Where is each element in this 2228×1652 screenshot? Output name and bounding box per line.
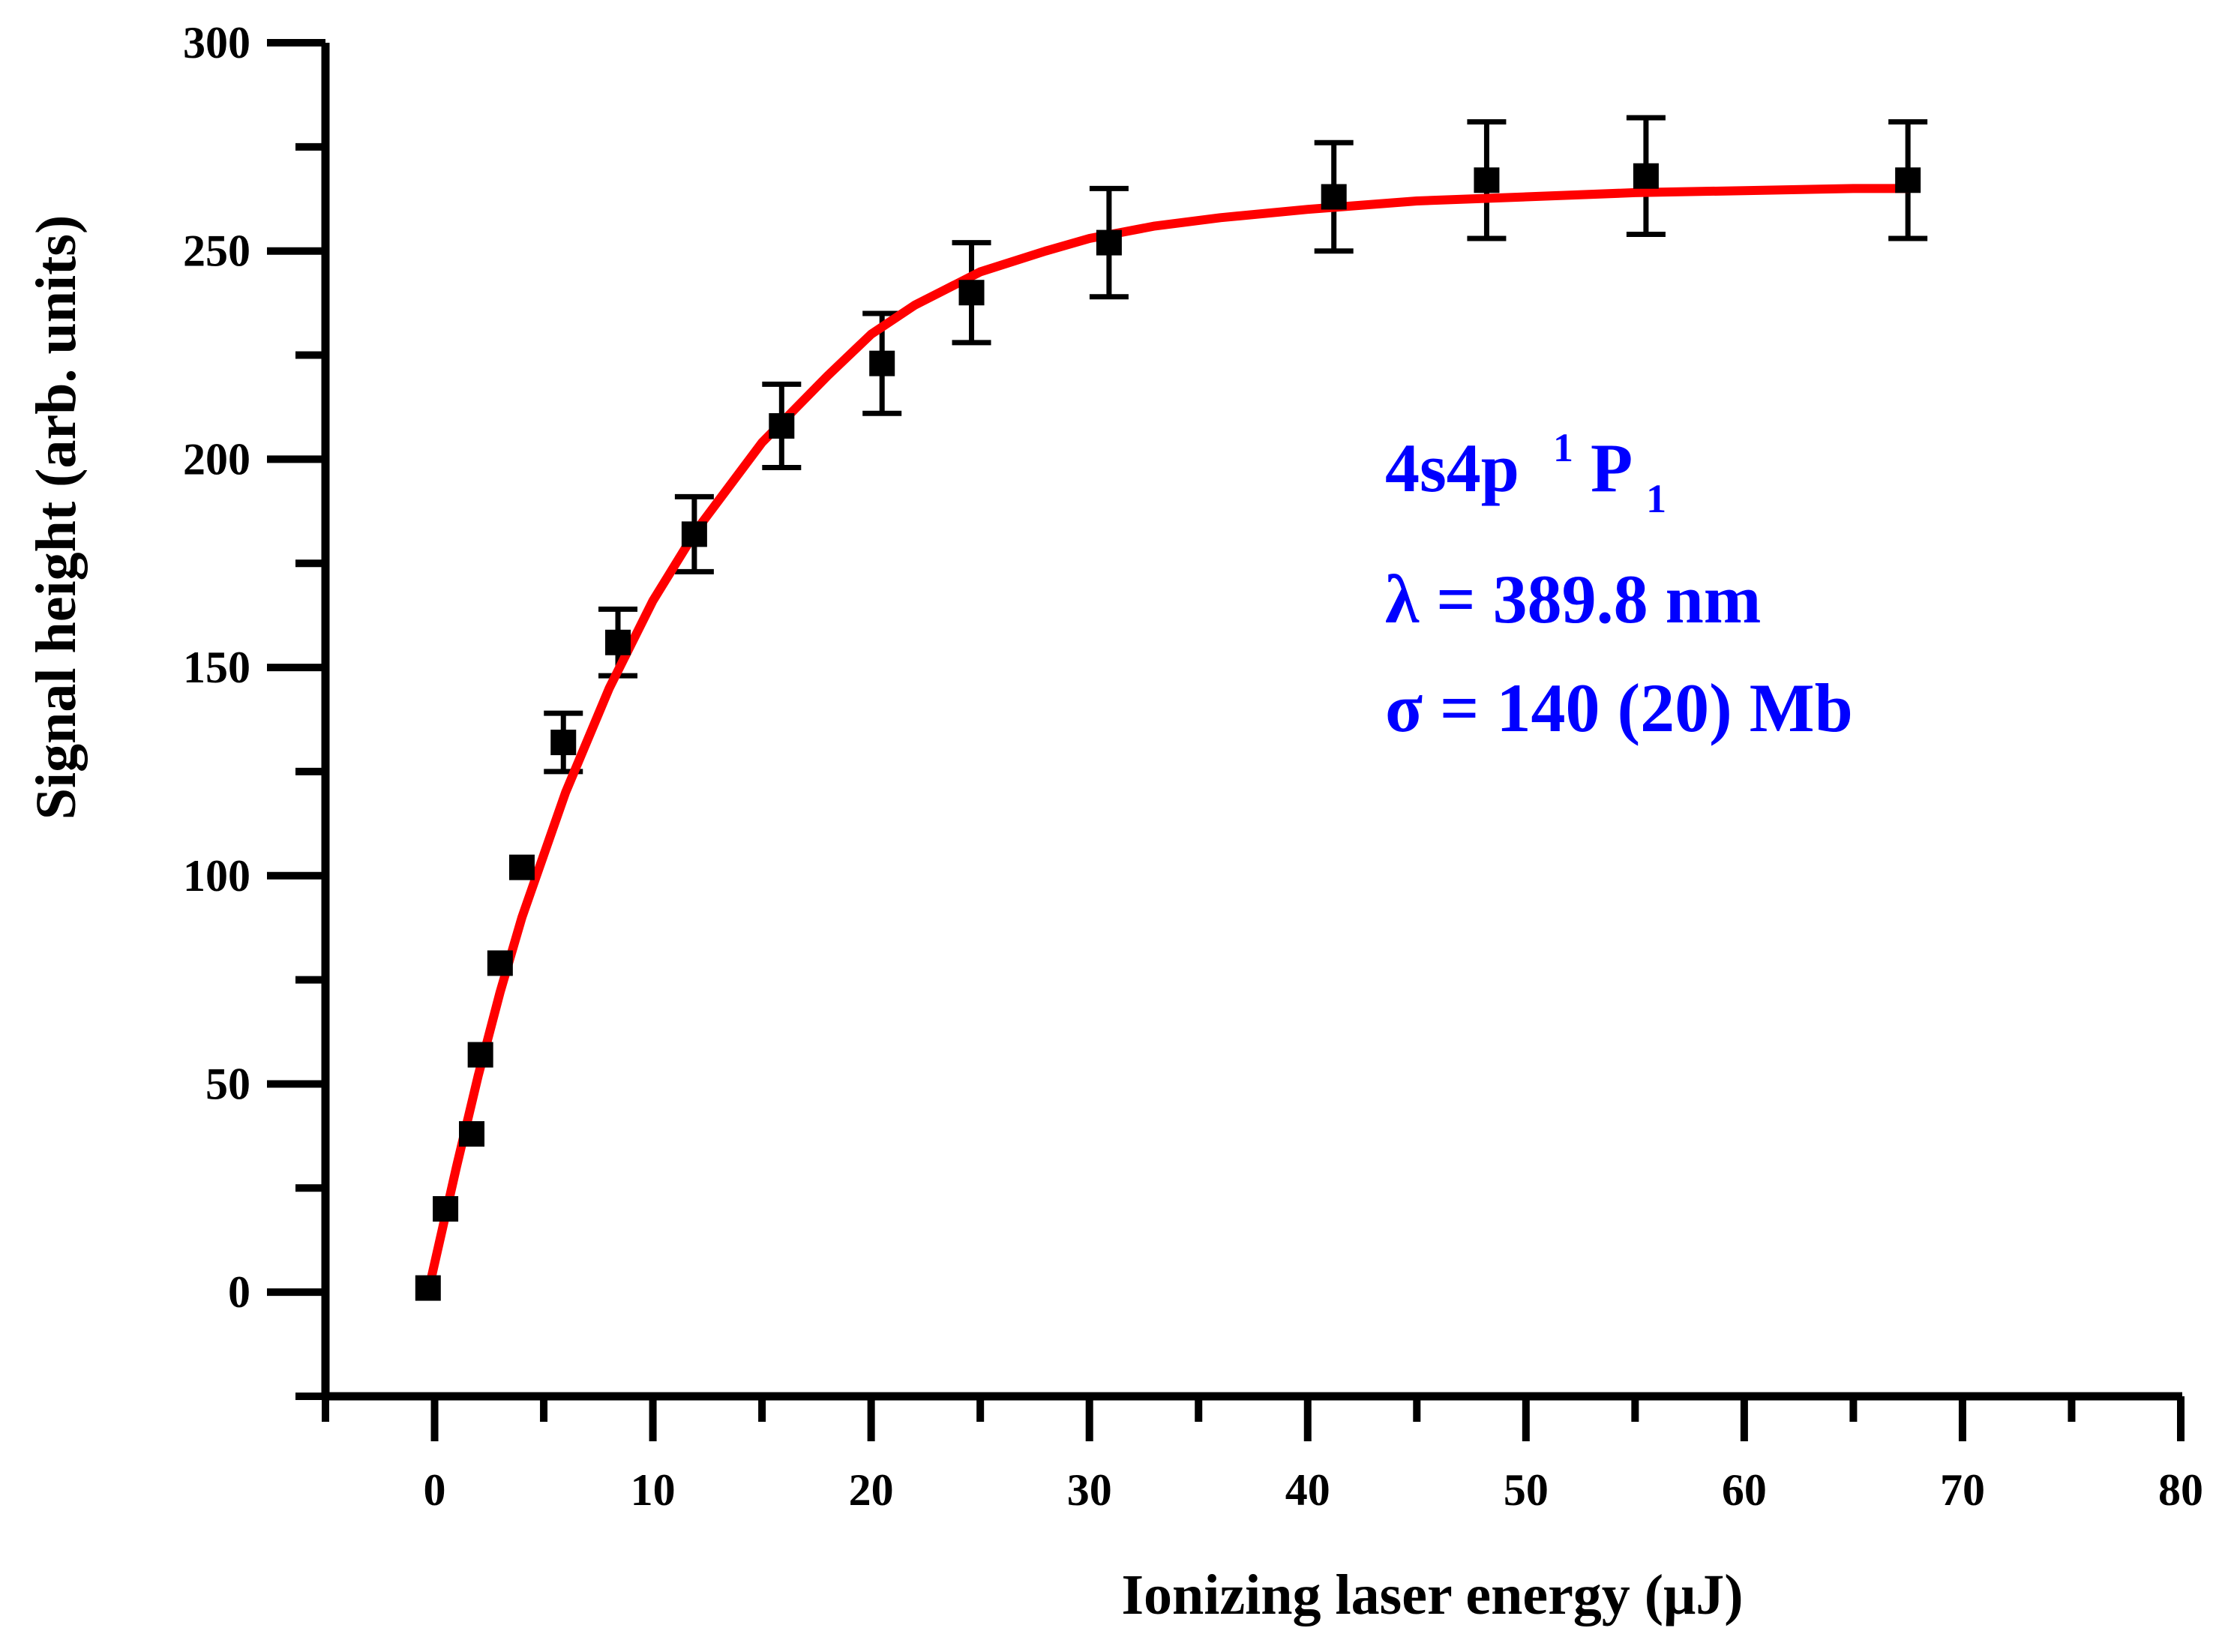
annotation-block: 4s4p 1 P 1 λ = 389.8 nm σ = 140 (20) Mb xyxy=(1385,400,1853,746)
data-point xyxy=(1895,167,1921,193)
data-point xyxy=(467,1042,493,1068)
annotation-term-subscript: 1 xyxy=(1646,476,1666,521)
y-tick-label: 200 xyxy=(183,434,250,484)
annotation-wavelength: λ = 389.8 nm xyxy=(1385,561,1761,637)
data-point xyxy=(769,412,795,439)
x-axis-title: Ionizing laser energy (μJ) xyxy=(1121,1564,1743,1627)
annotation-term-superscript: 1 xyxy=(1553,425,1573,470)
data-point xyxy=(1474,167,1500,193)
y-tick-label: 100 xyxy=(183,851,250,901)
data-point xyxy=(433,1196,459,1222)
annotation-state: 4s4p 1 P 1 xyxy=(1385,400,1666,521)
x-tick-label: 0 xyxy=(424,1465,446,1515)
y-tick-label: 250 xyxy=(183,226,250,276)
data-points xyxy=(415,163,1921,1301)
data-point xyxy=(1321,184,1347,210)
annotation-cross-section: σ = 140 (20) Mb xyxy=(1385,670,1853,746)
y-axis-title: Signal height (arb. units) xyxy=(25,215,88,820)
annotation-state-config: 4s4p xyxy=(1385,430,1519,506)
data-point xyxy=(1096,229,1122,256)
data-point xyxy=(508,854,535,880)
y-tick-label: 50 xyxy=(205,1059,250,1108)
x-tick-label: 60 xyxy=(1722,1465,1767,1515)
x-tick-label: 20 xyxy=(849,1465,894,1515)
data-point xyxy=(1633,163,1659,189)
y-tick-label: 150 xyxy=(183,643,250,692)
y-tick-label: 0 xyxy=(228,1267,250,1317)
ticks: 0 50 100 150 200 250 300 0 10 20 30 40 50 60 70 80 xyxy=(183,18,2203,1515)
data-point xyxy=(487,950,513,976)
data-point xyxy=(605,629,631,655)
data-point xyxy=(869,350,895,376)
axes xyxy=(321,43,2182,1401)
data-point xyxy=(415,1275,441,1301)
x-tick-label: 10 xyxy=(631,1465,676,1515)
y-tick-label: 300 xyxy=(183,18,250,67)
x-tick-label: 40 xyxy=(1285,1465,1330,1515)
fit-curve-group xyxy=(423,184,1913,1297)
fit-curve xyxy=(423,184,1913,1297)
data-point xyxy=(681,521,707,547)
x-tick-label: 80 xyxy=(2158,1465,2203,1515)
data-point xyxy=(550,730,577,756)
data-point xyxy=(459,1121,485,1147)
annotation-term-letter: P xyxy=(1591,430,1631,506)
data-point xyxy=(958,280,985,306)
x-tick-label: 30 xyxy=(1067,1465,1112,1515)
x-tick-label: 70 xyxy=(1940,1465,1985,1515)
x-tick-label: 50 xyxy=(1504,1465,1549,1515)
